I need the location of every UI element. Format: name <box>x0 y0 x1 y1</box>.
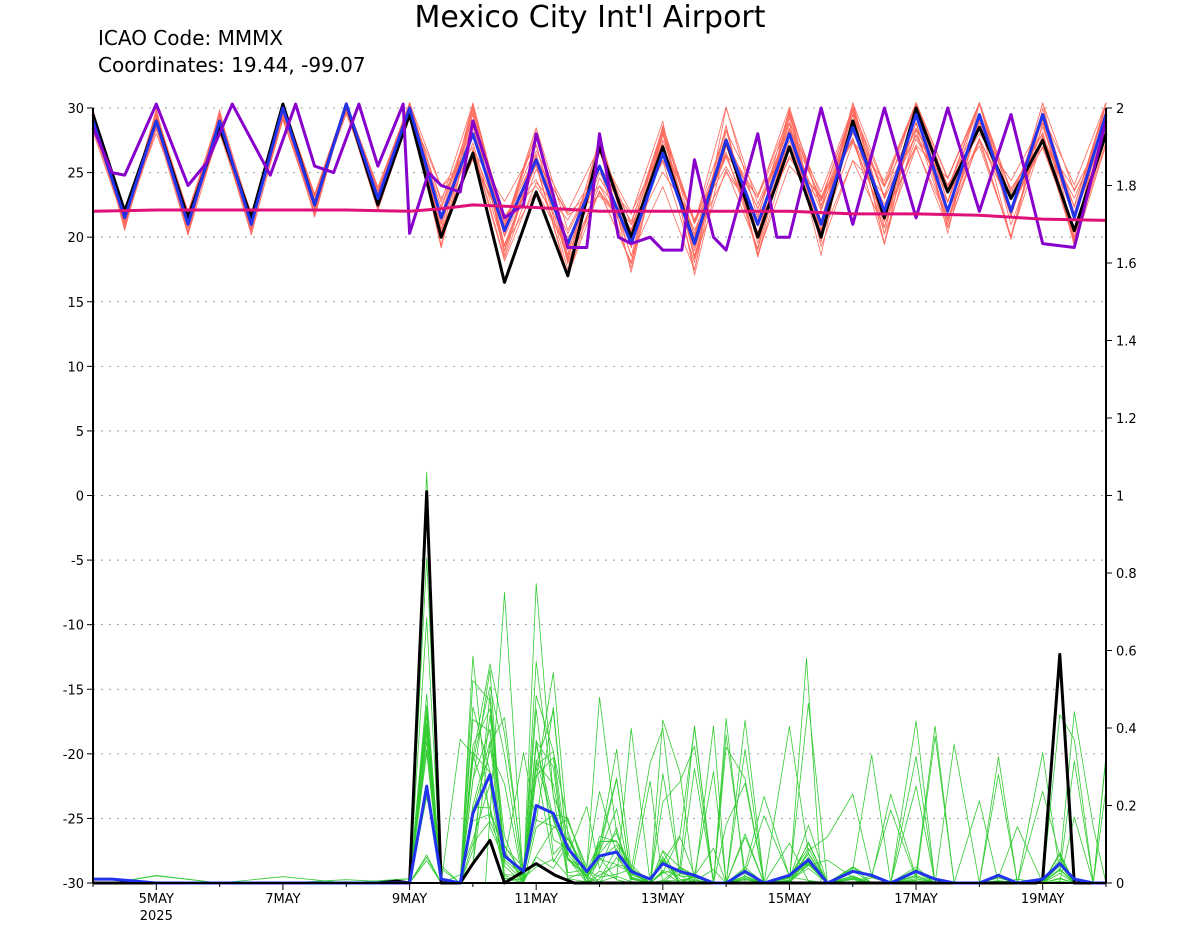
left-tick-label: -15 <box>63 683 84 698</box>
right-tick-label: 1.6 <box>1116 257 1137 272</box>
ensemble-members <box>92 102 1107 884</box>
left-tick-label: 5 <box>76 425 84 440</box>
precip-member-line <box>93 557 1107 884</box>
temperature-member-line <box>92 102 1107 239</box>
coordinates: Coordinates: 19.44, -99.07 <box>98 53 366 77</box>
left-tick-label: 15 <box>67 296 84 311</box>
x-tick-label: 13MAY <box>641 892 685 907</box>
x-tick-label: 15MAY <box>768 892 812 907</box>
temperature-purple-line <box>91 102 1108 252</box>
x-tick-label: 19MAY <box>1021 892 1065 907</box>
left-tick-label: -30 <box>63 877 84 892</box>
precip-member-line <box>93 719 1106 884</box>
x-tick-label: 17MAY <box>894 892 938 907</box>
icao-code: ICAO Code: MMMX <box>98 26 284 50</box>
right-tick-label: 1 <box>1116 490 1124 505</box>
left-tick-label: 30 <box>67 102 84 117</box>
right-tick-label: 2 <box>1116 102 1124 117</box>
precip-member-line <box>789 657 822 884</box>
temperature-magenta-line <box>92 203 1107 222</box>
right-tick-label: 0.6 <box>1116 645 1137 660</box>
left-tick-label: 0 <box>76 490 84 505</box>
temperature-blue-line <box>91 102 1108 246</box>
grid-lines <box>93 107 1106 819</box>
axis-ticks: 302520151050-5-10-15-20-25-3021.81.61.41… <box>63 102 1137 924</box>
chart-title: Mexico City Int'l Airport <box>414 0 766 35</box>
precip-black-line <box>93 490 1106 885</box>
right-tick-label: 0.8 <box>1116 567 1137 582</box>
left-tick-label: -25 <box>63 812 84 827</box>
right-tick-label: 0 <box>1116 877 1124 892</box>
year-label: 2025 <box>140 909 173 924</box>
right-tick-label: 1.4 <box>1116 335 1137 350</box>
x-tick-label: 7MAY <box>265 892 300 907</box>
left-tick-label: -20 <box>63 748 84 763</box>
x-tick-label: 11MAY <box>514 892 558 907</box>
left-tick-label: 10 <box>67 360 84 375</box>
plot-area <box>93 108 1106 883</box>
right-tick-label: 1.2 <box>1116 412 1137 427</box>
right-tick-label: 0.2 <box>1116 800 1137 815</box>
precip-blue-line <box>93 773 1106 885</box>
left-tick-label: 20 <box>67 231 84 246</box>
left-tick-label: 25 <box>67 167 84 182</box>
left-tick-label: -10 <box>63 619 84 634</box>
right-tick-label: 0.4 <box>1116 722 1137 737</box>
left-tick-label: -5 <box>71 554 84 569</box>
right-tick-label: 1.8 <box>1116 180 1137 195</box>
precip-member-line <box>93 686 1106 884</box>
x-tick-label: 9MAY <box>392 892 427 907</box>
series-lines <box>91 102 1108 885</box>
precip-member-line <box>93 583 1106 884</box>
x-tick-label: 5MAY <box>139 892 174 907</box>
